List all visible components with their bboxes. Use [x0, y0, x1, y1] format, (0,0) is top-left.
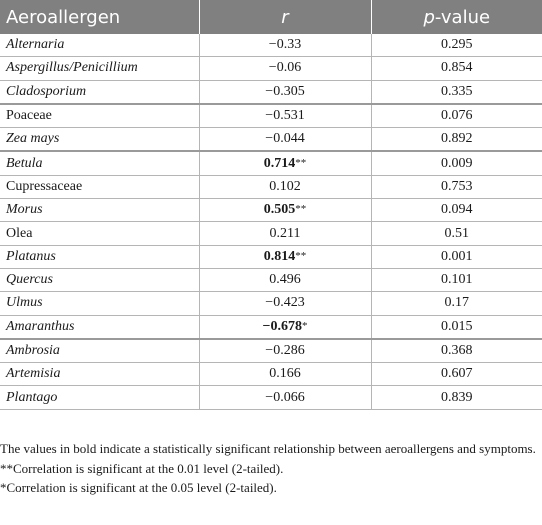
cell-aeroallergen: Zea mays	[0, 127, 200, 153]
cell-p-value: 0.854	[370, 56, 542, 81]
cell-r: −0.531	[198, 103, 372, 129]
cell-p-value: 0.607	[370, 362, 542, 387]
cell-aeroallergen: Aspergillus/Penicillium	[0, 56, 200, 81]
cell-p-value: 0.009	[370, 151, 542, 176]
header-aeroallergen: Aeroallergen	[0, 0, 200, 34]
cell-aeroallergen: Amaranthus	[0, 315, 200, 340]
cell-p-value: 0.076	[370, 103, 542, 129]
significance-marker: **	[295, 249, 307, 262]
cell-p-value: 0.839	[370, 385, 542, 410]
cell-aeroallergen: Betula	[0, 151, 200, 176]
cell-p-value: 0.001	[370, 245, 542, 269]
table-row: Poaceae −0.531 0.076	[0, 103, 542, 129]
table-body: Alternaria −0.33 0.295 Aspergillus/Penicill…	[0, 34, 542, 410]
cell-aeroallergen: Plantago	[0, 385, 200, 410]
significance-marker: **	[295, 203, 307, 216]
table-row: Betula 0.714** 0.009	[0, 151, 542, 176]
r-value: 0.714	[263, 155, 296, 171]
table-row: Morus 0.505** 0.094	[0, 198, 542, 223]
r-value: 0.211	[269, 225, 301, 241]
cell-aeroallergen: Morus	[0, 198, 200, 223]
r-value: −0.286	[265, 343, 305, 358]
cell-r: −0.305	[198, 80, 372, 105]
cell-p-value: 0.335	[370, 80, 542, 105]
cell-aeroallergen: Cupressaceae	[0, 175, 200, 200]
cell-p-value: 0.753	[370, 175, 542, 200]
cell-aeroallergen: Platanus	[0, 245, 200, 269]
cell-r: 0.505**	[198, 198, 372, 223]
r-value: 0.166	[269, 366, 301, 382]
table-header-row: Aeroallergen r p-value	[0, 0, 542, 34]
table-row: Olea 0.211 0.51	[0, 221, 542, 246]
r-value: −0.33	[268, 37, 302, 53]
cell-p-value: 0.015	[370, 315, 542, 340]
header-r: r	[199, 0, 372, 34]
table-row: Quercus 0.496 0.101	[0, 268, 542, 293]
cell-r: 0.714**	[198, 151, 372, 176]
cell-r: −0.678*	[198, 315, 372, 340]
footnote-single-star: *Correlation is significant at the 0.05 …	[0, 480, 277, 495]
cell-r: 0.211	[198, 221, 372, 246]
cell-p-value: 0.892	[370, 127, 542, 153]
cell-r: 0.496	[198, 268, 372, 293]
table-row: Zea mays −0.044 0.892	[0, 127, 542, 153]
table-row: Ambrosia −0.286 0.368	[0, 338, 542, 364]
significance-marker: **	[295, 156, 307, 169]
cell-r: −0.423	[198, 291, 372, 316]
header-p-letter: p	[423, 6, 435, 28]
r-value: 0.496	[269, 272, 301, 288]
r-value: −0.044	[265, 131, 305, 147]
cell-p-value: 0.17	[370, 291, 542, 316]
r-value: −0.066	[265, 389, 305, 405]
significance-marker: *	[301, 319, 308, 332]
r-value: −0.423	[265, 295, 305, 311]
cell-r: 0.166	[198, 362, 372, 387]
r-value: −0.678	[262, 318, 302, 334]
cell-aeroallergen: Ulmus	[0, 291, 200, 316]
r-value: −0.531	[265, 108, 305, 124]
r-value: −0.06	[268, 60, 302, 76]
r-value: 0.814	[263, 248, 296, 264]
table-row: Cupressaceae 0.102 0.753	[0, 175, 542, 200]
r-value: 0.102	[269, 178, 301, 194]
cell-r: −0.33	[198, 34, 372, 58]
header-p-suffix: -value	[434, 6, 491, 28]
cell-p-value: 0.094	[370, 198, 542, 223]
cell-p-value: 0.51	[370, 221, 542, 246]
cell-r: 0.102	[198, 175, 372, 200]
table-footnotes: The values in bold indicate a statistica…	[0, 441, 542, 500]
cell-aeroallergen: Cladosporium	[0, 80, 200, 105]
table-row: Platanus 0.814** 0.001	[0, 245, 542, 269]
r-value: 0.505	[263, 202, 296, 218]
cell-aeroallergen: Olea	[0, 221, 200, 246]
footnote-bold: The values in bold indicate a statistica…	[0, 441, 536, 456]
correlation-table: Aeroallergen r p-value Alternaria −0.33 0.…	[0, 0, 542, 410]
cell-aeroallergen: Poaceae	[0, 103, 200, 129]
cell-r: −0.044	[198, 127, 372, 153]
cell-p-value: 0.295	[370, 34, 542, 58]
cell-p-value: 0.368	[370, 338, 542, 364]
cell-aeroallergen: Alternaria	[0, 34, 200, 58]
cell-aeroallergen: Ambrosia	[0, 338, 200, 364]
header-p-value: p-value	[371, 0, 542, 34]
table-row: Amaranthus −0.678* 0.015	[0, 315, 542, 340]
table-row: Plantago −0.066 0.839	[0, 385, 542, 410]
table-row: Artemisia 0.166 0.607	[0, 362, 542, 387]
table-row: Cladosporium −0.305 0.335	[0, 80, 542, 105]
table-row: Ulmus −0.423 0.17	[0, 291, 542, 316]
footnote-double-star: **Correlation is significant at the 0.01…	[0, 460, 284, 476]
cell-aeroallergen: Quercus	[0, 268, 200, 293]
cell-r: −0.06	[198, 56, 372, 81]
table-row: Alternaria −0.33 0.295	[0, 34, 542, 58]
cell-r: −0.286	[198, 338, 372, 364]
cell-r: −0.066	[198, 385, 372, 410]
table-row: Aspergillus/Penicillium −0.06 0.854	[0, 56, 542, 81]
cell-p-value: 0.101	[370, 268, 542, 293]
cell-aeroallergen: Artemisia	[0, 362, 200, 387]
cell-r: 0.814**	[198, 245, 372, 269]
r-value: −0.305	[265, 83, 305, 99]
